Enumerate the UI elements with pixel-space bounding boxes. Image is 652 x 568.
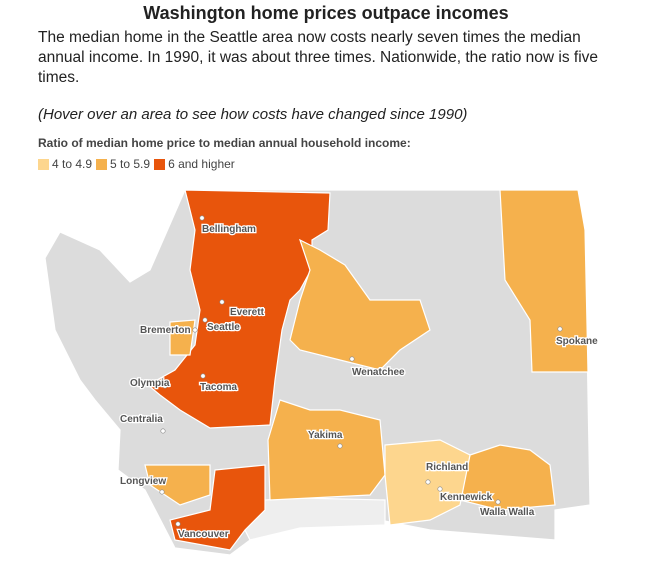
city-dot xyxy=(337,443,343,449)
city-label: Yakima xyxy=(308,430,343,441)
legend-swatch xyxy=(154,158,166,170)
legend-item: 5 to 5.9 xyxy=(96,157,150,171)
city-label: Everett xyxy=(230,307,265,318)
city-dot xyxy=(557,326,563,332)
county[interactable] xyxy=(169,319,196,356)
county[interactable] xyxy=(459,444,556,511)
city-dot xyxy=(495,499,501,505)
city-label: Centralia xyxy=(120,414,163,425)
legend-swatch xyxy=(38,158,49,170)
county[interactable] xyxy=(144,464,211,506)
city-dot xyxy=(199,215,205,221)
city-label: Walla Walla xyxy=(480,507,535,518)
city-dot xyxy=(175,521,181,527)
city-label: Bremerton xyxy=(140,325,191,336)
county[interactable] xyxy=(169,464,266,551)
legend-label: 6 and higher xyxy=(168,157,235,171)
county[interactable] xyxy=(146,189,331,429)
city-label: Bellingham xyxy=(202,224,256,235)
county xyxy=(244,497,386,541)
legend-label: 4 to 4.9 xyxy=(52,157,93,171)
description: The median home in the Seattle area now … xyxy=(38,29,599,86)
county[interactable] xyxy=(499,189,589,373)
city-dot xyxy=(200,373,206,379)
title: Washington home prices outpace incomes xyxy=(143,3,509,23)
city-label: Vancouver xyxy=(178,529,229,540)
city-dot xyxy=(192,327,198,333)
city-dot xyxy=(219,299,225,305)
legend-title: Ratio of median home price to median ann… xyxy=(38,136,411,150)
county[interactable] xyxy=(289,238,431,371)
city-dot xyxy=(162,383,168,389)
legend: 4 to 4.9 5 to 5.9 6 and higher xyxy=(38,157,235,171)
city-label: Richland xyxy=(426,462,468,473)
city-label: Spokane xyxy=(556,336,598,347)
city-dot xyxy=(437,486,443,492)
city-dot xyxy=(349,356,355,362)
city-label: Olympia xyxy=(130,378,170,389)
legend-swatch xyxy=(96,158,108,170)
city-dot xyxy=(425,479,431,485)
city-label: Kennewick xyxy=(440,492,493,503)
legend-item: 4 to 4.9 xyxy=(38,157,92,171)
legend-label: 5 to 5.9 xyxy=(110,157,151,171)
city-label: Tacoma xyxy=(200,382,237,393)
legend-item: 6 and higher xyxy=(154,157,235,171)
city-label: Seattle xyxy=(207,322,240,333)
city-dot xyxy=(160,428,166,434)
city-dot xyxy=(202,317,208,323)
city-label: Longview xyxy=(120,476,166,487)
hover-note: (Hover over an area to see how costs hav… xyxy=(38,106,468,123)
city-label: Wenatchee xyxy=(352,367,405,378)
city-dot xyxy=(159,489,165,495)
